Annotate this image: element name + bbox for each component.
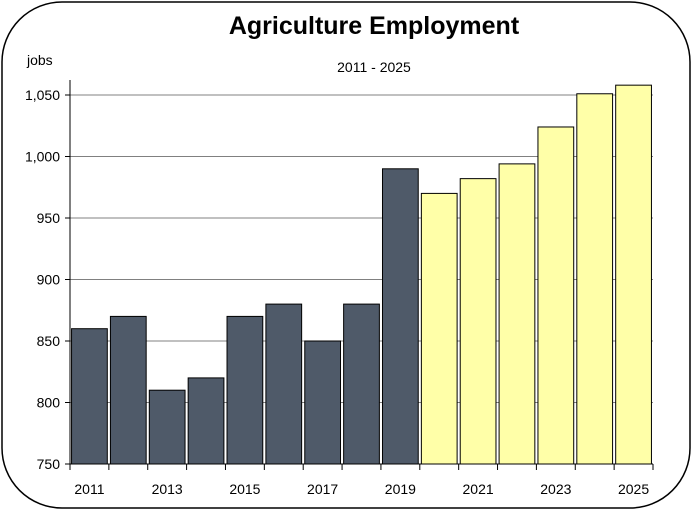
- bar-2021: [459, 178, 497, 465]
- axes: [69, 80, 654, 470]
- x-tick-label: 2013: [152, 481, 183, 497]
- chart-title: Agriculture Employment: [229, 12, 520, 40]
- y-tick-label: 750: [37, 456, 61, 472]
- bars: [71, 84, 652, 465]
- bar-2011: [71, 328, 108, 465]
- bar-2023: [537, 126, 575, 465]
- bar-2019: [381, 168, 419, 465]
- bar-2016: [265, 303, 303, 465]
- y-tick-labels: 750 800 850 900 950 1,000 1,050: [25, 87, 60, 472]
- bar-2022: [498, 163, 536, 465]
- y-tick-label: 850: [37, 333, 61, 349]
- y-tick-label: 1,000: [25, 149, 60, 165]
- y-axis-label: jobs: [26, 52, 53, 68]
- y-tick-label: 900: [37, 272, 61, 288]
- x-tick-label: 2021: [463, 481, 494, 497]
- y-tick-label: 800: [37, 395, 61, 411]
- bar-2014: [187, 377, 225, 465]
- bar-2018: [343, 303, 380, 465]
- x-tick-label: 2019: [385, 481, 416, 497]
- bar-2015: [226, 315, 264, 465]
- x-tick-label: 2011: [74, 481, 104, 497]
- bar-2020: [420, 192, 458, 465]
- bar-2012: [109, 315, 147, 465]
- x-tick-label: 2025: [618, 481, 649, 497]
- y-tick-label: 1,050: [25, 87, 60, 103]
- x-tick-label: 2023: [540, 481, 571, 497]
- chart-subtitle: 2011 - 2025: [337, 59, 411, 75]
- bar-2025: [615, 84, 652, 465]
- bar-2024: [576, 93, 614, 465]
- bar-2013: [148, 389, 186, 465]
- bar-2017: [304, 340, 342, 465]
- x-tick-label: 2015: [229, 481, 260, 497]
- x-tick-labels: 2011 2013 2015 2017 2019 2021 2023 2025: [74, 481, 649, 497]
- y-tick-label: 950: [37, 210, 61, 226]
- x-tick-label: 2017: [307, 481, 338, 497]
